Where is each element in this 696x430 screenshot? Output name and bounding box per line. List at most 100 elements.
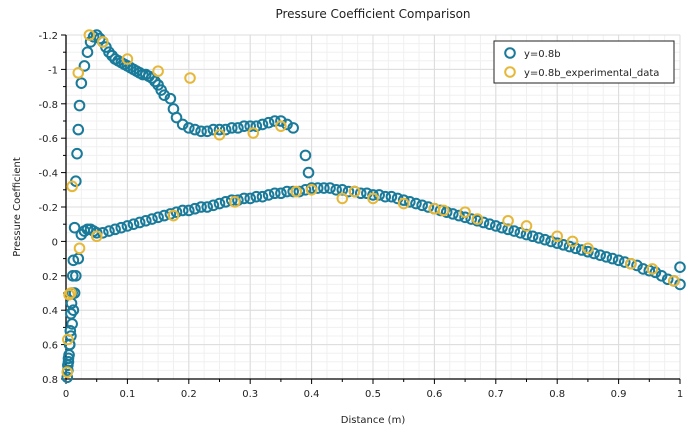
y-tick-label: -1.2: [38, 31, 58, 42]
data-point: [422, 201, 435, 213]
data-point: [176, 204, 189, 217]
x-tick-label: 0.2: [181, 389, 197, 400]
data-point: [103, 225, 115, 237]
y-tick-label: -0.6: [38, 134, 58, 145]
data-point: [668, 275, 680, 287]
data-point: [146, 213, 158, 225]
y-tick-label: 0.2: [42, 272, 58, 283]
data-point: [65, 287, 77, 299]
data-point: [612, 254, 625, 267]
data-point: [256, 190, 269, 203]
data-point: [336, 184, 349, 196]
data-point: [367, 189, 379, 201]
data-point: [213, 123, 226, 136]
data-point: [146, 72, 158, 84]
y-tick-label: 0.4: [42, 306, 58, 317]
data-point: [103, 46, 115, 59]
data-point: [97, 36, 109, 48]
data-point: [170, 206, 183, 218]
legend: y=0.8b y=0.8b_experimental_data: [493, 40, 675, 84]
data-point: [70, 270, 82, 282]
data-point: [551, 230, 564, 243]
data-point: [397, 194, 410, 206]
data-point: [183, 204, 195, 217]
data-point: [62, 333, 74, 346]
x-tick-label: 1: [677, 389, 683, 400]
data-point: [618, 256, 631, 268]
legend-box: [493, 40, 675, 84]
data-point: [170, 111, 183, 124]
data-point: [569, 242, 582, 255]
data-point: [201, 201, 214, 213]
x-tick-label: 0.8: [549, 389, 565, 400]
data-point: [152, 211, 164, 224]
data-point: [66, 180, 78, 193]
data-point: [149, 75, 161, 88]
data-point: [674, 278, 686, 291]
data-point: [121, 53, 134, 65]
data-point: [416, 199, 428, 212]
data-point: [189, 123, 201, 136]
data-point: [109, 223, 121, 236]
data-point: [140, 214, 152, 227]
x-tick-label: 0.6: [426, 389, 442, 400]
data-point: [262, 189, 275, 201]
data-point: [600, 251, 613, 263]
data-point: [97, 227, 109, 239]
data-point: [201, 125, 214, 138]
data-point: [397, 197, 410, 210]
data-point: [410, 197, 422, 210]
data-point: [207, 199, 220, 212]
data-point: [73, 242, 86, 255]
data-point: [625, 257, 637, 270]
data-point: [275, 187, 287, 200]
data-point: [354, 187, 367, 200]
data-point: [646, 263, 659, 275]
legend-label-simulation: y=0.8b: [524, 49, 561, 60]
data-point: [453, 209, 465, 222]
data-point: [213, 197, 226, 210]
data-point: [367, 192, 379, 205]
data-point: [566, 235, 579, 248]
y-tick-label: -0.2: [38, 203, 58, 214]
data-point: [348, 185, 361, 198]
data-point: [232, 122, 244, 134]
data-point: [502, 214, 514, 227]
data-point: [183, 122, 195, 134]
data-point: [67, 304, 80, 317]
data-point: [61, 366, 74, 378]
data-point: [262, 116, 275, 129]
data-point: [195, 125, 207, 138]
data-point: [167, 209, 180, 222]
data-point: [195, 201, 207, 213]
y-tick-label: -0.8: [38, 100, 58, 111]
axes: [61, 34, 681, 384]
y-axis-label: Pressure Coefficient: [12, 157, 23, 257]
data-point: [520, 220, 533, 232]
data-point: [152, 65, 164, 77]
data-point: [532, 232, 545, 244]
y-tick-label: 0: [52, 237, 58, 248]
y-tick-label: -1: [48, 65, 58, 76]
data-point: [649, 266, 662, 279]
data-point: [655, 270, 668, 282]
data-point: [437, 204, 450, 217]
data-point: [133, 216, 146, 229]
data-point: [477, 216, 490, 229]
data-point: [606, 252, 619, 265]
data-point: [526, 230, 539, 243]
data-point: [551, 237, 564, 249]
data-point: [90, 230, 103, 243]
data-point: [299, 149, 312, 162]
x-tick-label: 0.9: [611, 389, 627, 400]
data-point: [176, 118, 189, 131]
data-point: [127, 218, 140, 230]
data-point: [66, 318, 78, 330]
data-point: [508, 225, 521, 237]
data-point: [213, 128, 226, 141]
data-point: [318, 182, 330, 194]
data-point: [247, 127, 260, 139]
data-point: [674, 261, 686, 274]
data-point: [302, 166, 315, 179]
